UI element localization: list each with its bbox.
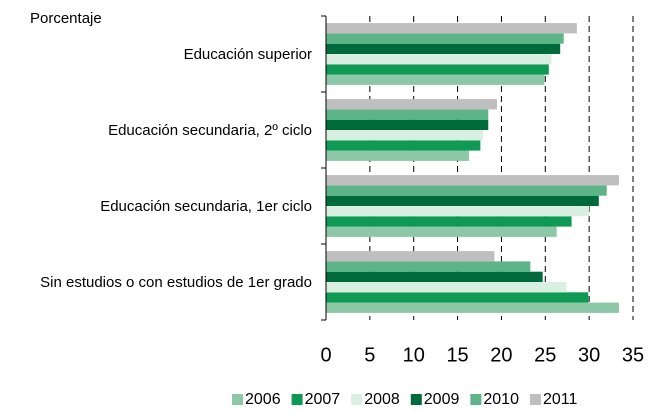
legend-label: 2010	[483, 391, 519, 408]
bar	[326, 226, 557, 237]
x-tick-label: 0	[320, 344, 331, 366]
bar	[326, 119, 489, 130]
legend-swatch	[351, 394, 363, 405]
bar	[326, 302, 619, 313]
category-label: Sin estudios o con estudios de 1er grado	[40, 274, 312, 291]
bar	[326, 175, 619, 186]
bar	[326, 261, 531, 272]
bar	[326, 54, 552, 65]
x-tick-label: 20	[490, 344, 512, 366]
bar	[326, 216, 572, 227]
x-tick-label: 35	[622, 344, 644, 366]
bar	[326, 23, 577, 34]
legend-label: 2009	[424, 391, 460, 408]
legend-label: 2008	[364, 391, 400, 408]
category-label: Educación superior	[183, 46, 312, 63]
legend-label: 2007	[305, 391, 341, 408]
legend-label: 2011	[543, 391, 578, 408]
legend-label: 2006	[245, 391, 281, 408]
legend-swatch	[291, 394, 303, 405]
bar	[326, 130, 484, 141]
x-tick-label: 30	[578, 344, 600, 366]
legend-swatch	[410, 394, 422, 405]
axis-label: Porcentaje	[30, 10, 102, 27]
bar	[326, 271, 543, 282]
x-tick-label: 25	[534, 344, 556, 366]
bar	[326, 74, 545, 85]
category-label: Educación secundaria, 1er ciclo	[100, 198, 312, 215]
legend-swatch	[470, 394, 482, 405]
x-tick-label: 15	[446, 344, 468, 366]
bar	[326, 251, 495, 262]
bar	[326, 43, 561, 54]
category-label: Educación secundaria, 2º ciclo	[108, 122, 312, 139]
x-tick-label: 10	[403, 344, 425, 366]
bar	[326, 282, 567, 293]
bar	[326, 206, 590, 217]
legend-swatch	[529, 394, 541, 405]
bar	[326, 150, 469, 161]
bar	[326, 195, 599, 206]
bar	[326, 99, 498, 110]
legend-swatch	[232, 394, 243, 405]
bar	[326, 33, 564, 44]
bar	[326, 185, 607, 196]
bar	[326, 109, 489, 120]
bar	[326, 64, 549, 75]
bar	[326, 292, 589, 303]
x-tick-label: 5	[364, 344, 375, 366]
bar	[326, 140, 481, 151]
